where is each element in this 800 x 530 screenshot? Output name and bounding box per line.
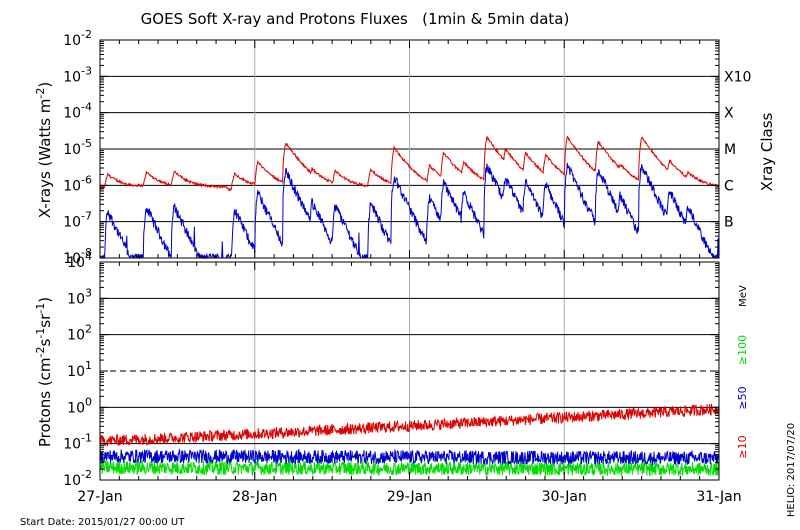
legend-ge50: ≥50 (736, 386, 749, 409)
legend-ge100: ≥100 (736, 335, 749, 365)
xray-class-label: M (724, 142, 736, 158)
xray-series-long (99, 136, 720, 191)
xray-y-tick-label: 10-6 (63, 173, 92, 194)
x-tick-label: 28-Jan (232, 489, 277, 505)
xray-class-label: C (724, 178, 734, 194)
xray-y-tick-label: 10-7 (63, 210, 92, 231)
xray-gridlines (100, 40, 719, 258)
xray-class-label: X10 (724, 69, 751, 85)
xray-class-labels: X10 X M C B (724, 69, 751, 230)
proton-gridlines (100, 262, 719, 480)
x-tick-label: 27-Jan (77, 489, 122, 505)
xray-class-axis-label: Xray Class (758, 112, 776, 191)
proton-y-tick-label: 103 (67, 286, 92, 307)
chart-title: GOES Soft X-ray and Protons Fluxes (1min… (141, 10, 570, 28)
x-tick-label: 29-Jan (387, 489, 432, 505)
x-tick-label: 30-Jan (542, 489, 587, 505)
xray-class-label: B (724, 215, 734, 231)
xray-y-tick-label: 10-8 (63, 246, 92, 267)
proton-y-tick-label: 101 (67, 359, 92, 380)
xray-y-tick-label: 10-5 (63, 137, 92, 158)
xray-series-group (99, 136, 720, 260)
xray-class-label: X (724, 106, 734, 122)
energy-unit-label: MeV (738, 285, 749, 307)
proton-y-tick-label: 10-2 (63, 468, 92, 489)
credit-label: HELIO: 2017/07/20 (786, 423, 797, 517)
proton-y-tick-label: 102 (67, 323, 92, 344)
x-axis-ticks: 27-Jan 28-Jan 29-Jan 30-Jan 31-Jan (77, 40, 742, 505)
xray-y-axis-label: X-rays (Watts m-2) (34, 82, 54, 218)
x-tick-label: 31-Jan (696, 489, 741, 505)
proton-y-ticks: 104 103 102 101 100 10-1 10-2 (63, 250, 719, 489)
proton-series-0 (99, 403, 720, 447)
proton-y-tick-label: 100 (67, 395, 92, 416)
xray-y-tick-label: 10-4 (63, 101, 92, 122)
proton-y-axis-label: Protons (cm-2s-1sr-1) (34, 297, 54, 447)
xray-series-short (99, 162, 719, 260)
proton-panel: 104 103 102 101 100 10-1 10-2 Protons (cm-2s-1… (34, 250, 749, 489)
xray-y-tick-label: 10-2 (63, 28, 92, 49)
xray-y-tick-label: 10-3 (63, 64, 92, 85)
xray-y-ticks: 10-2 10-3 10-4 10-5 10-6 10-7 10-8 (63, 28, 719, 267)
proton-y-tick-label: 104 (67, 250, 92, 271)
proton-series-1 (99, 448, 720, 466)
legend-ge10: ≥10 (736, 435, 749, 458)
start-date-label: Start Date: 2015/01/27 00:00 UT (20, 517, 185, 528)
proton-y-tick-label: 10-1 (63, 432, 92, 453)
xray-panel: 10-2 10-3 10-4 10-5 10-6 10-7 10-8 X10 X M C B Xra… (34, 28, 776, 267)
